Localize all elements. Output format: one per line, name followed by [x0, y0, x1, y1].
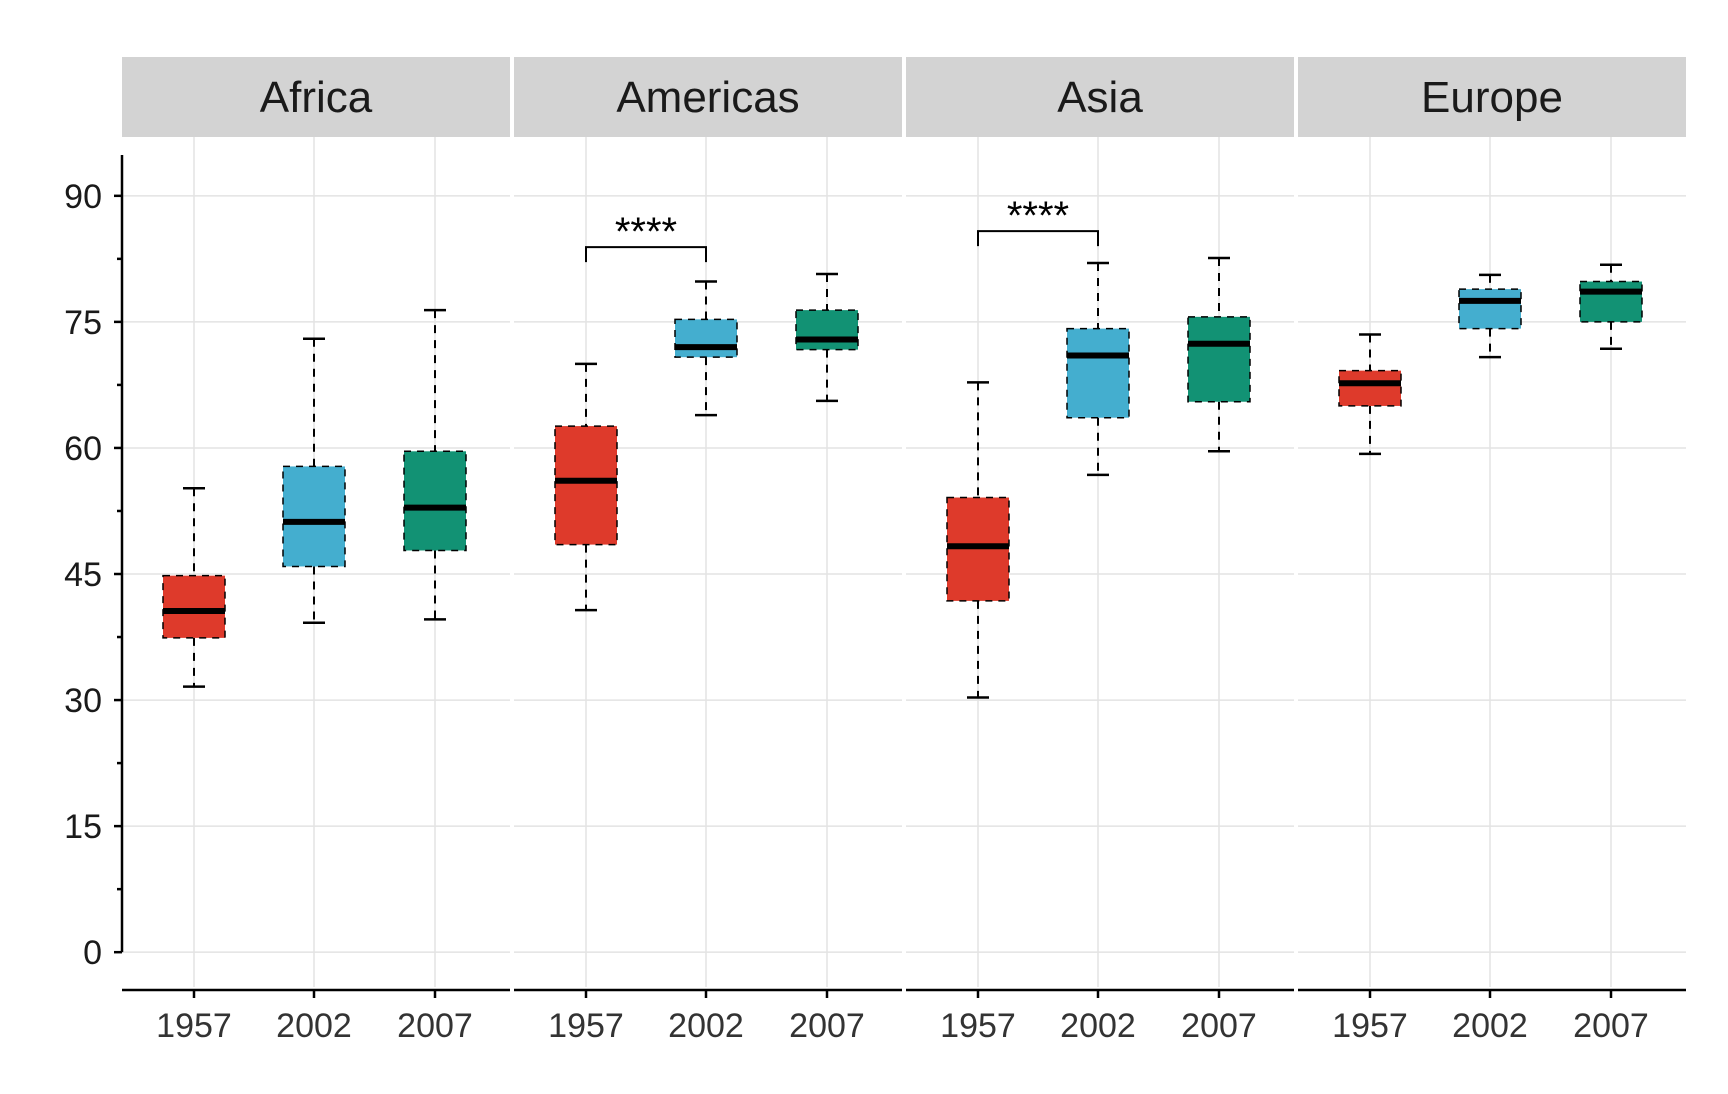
facet-strips: Africa Americas Asia Europe — [122, 57, 1686, 137]
significance-bracket: **** — [585, 210, 707, 263]
bracket-line — [585, 246, 707, 263]
y-tick-label: 30 — [64, 682, 102, 720]
x-tick-label: 2007 — [1573, 1007, 1649, 1045]
facet-label: Africa — [260, 73, 373, 122]
box-asia-2007 — [1187, 256, 1251, 453]
x-tick-label: 2002 — [1452, 1007, 1528, 1045]
facet-strip — [122, 57, 510, 137]
box-africa-1957 — [162, 487, 226, 688]
bracket-line — [977, 230, 1099, 247]
facet-label: Asia — [1057, 73, 1143, 122]
box-iqr — [162, 574, 226, 639]
x-tick-label: 1957 — [156, 1007, 232, 1045]
box-americas-1957 — [554, 362, 618, 612]
significance-label: **** — [615, 210, 677, 254]
x-tick-label: 2002 — [276, 1007, 352, 1045]
facet-label: Americas — [616, 73, 799, 122]
box-iqr — [1338, 369, 1402, 407]
facet-strip — [514, 57, 902, 137]
significance-label: **** — [1007, 194, 1069, 238]
significance-annotations: **** **** — [585, 194, 1099, 263]
box-iqr — [674, 318, 738, 358]
x-tick-label: 1957 — [1332, 1007, 1408, 1045]
box-asia-1957 — [946, 381, 1010, 699]
significance-bracket: **** — [977, 194, 1099, 247]
facet-strip — [1298, 57, 1686, 137]
x-tick-label: 2007 — [397, 1007, 473, 1045]
y-tick-label: 75 — [64, 304, 102, 342]
x-tick-label: 1957 — [940, 1007, 1016, 1045]
y-tick-label: 0 — [83, 934, 102, 972]
x-axes: 1957 2002 2007 1957 2002 2007 1957 2002 2007 1957… — [122, 988, 1686, 1045]
box-iqr — [1187, 316, 1251, 403]
box-iqr — [403, 450, 467, 552]
grid-lines — [122, 137, 1686, 987]
box-americas-2002 — [674, 280, 738, 417]
box-africa-2007 — [403, 308, 467, 621]
box-americas-2007 — [795, 272, 859, 403]
x-tick-label: 2007 — [789, 1007, 865, 1045]
box-iqr — [1579, 280, 1643, 323]
box-iqr — [282, 465, 346, 568]
x-tick-label: 1957 — [548, 1007, 624, 1045]
facet-strip — [906, 57, 1294, 137]
x-tick-label: 2002 — [668, 1007, 744, 1045]
box-europe-1957 — [1338, 333, 1402, 456]
box-iqr — [1066, 327, 1130, 419]
box-iqr — [1458, 288, 1522, 330]
box-europe-2002 — [1458, 273, 1522, 359]
box-iqr — [554, 425, 618, 546]
box-marks — [162, 256, 1643, 699]
y-tick-label: 90 — [64, 178, 102, 216]
x-tick-label: 2002 — [1060, 1007, 1136, 1045]
box-asia-2002 — [1066, 261, 1130, 477]
box-africa-2002 — [282, 337, 346, 624]
x-tick-label: 2007 — [1181, 1007, 1257, 1045]
facet-label: Europe — [1421, 73, 1563, 122]
y-axis: 0 15 30 45 60 75 90 — [64, 155, 124, 972]
box-iqr — [795, 309, 859, 351]
box-europe-2007 — [1579, 263, 1643, 351]
y-tick-label: 60 — [64, 430, 102, 468]
y-tick-label: 45 — [64, 556, 102, 594]
y-tick-label: 15 — [64, 808, 102, 846]
